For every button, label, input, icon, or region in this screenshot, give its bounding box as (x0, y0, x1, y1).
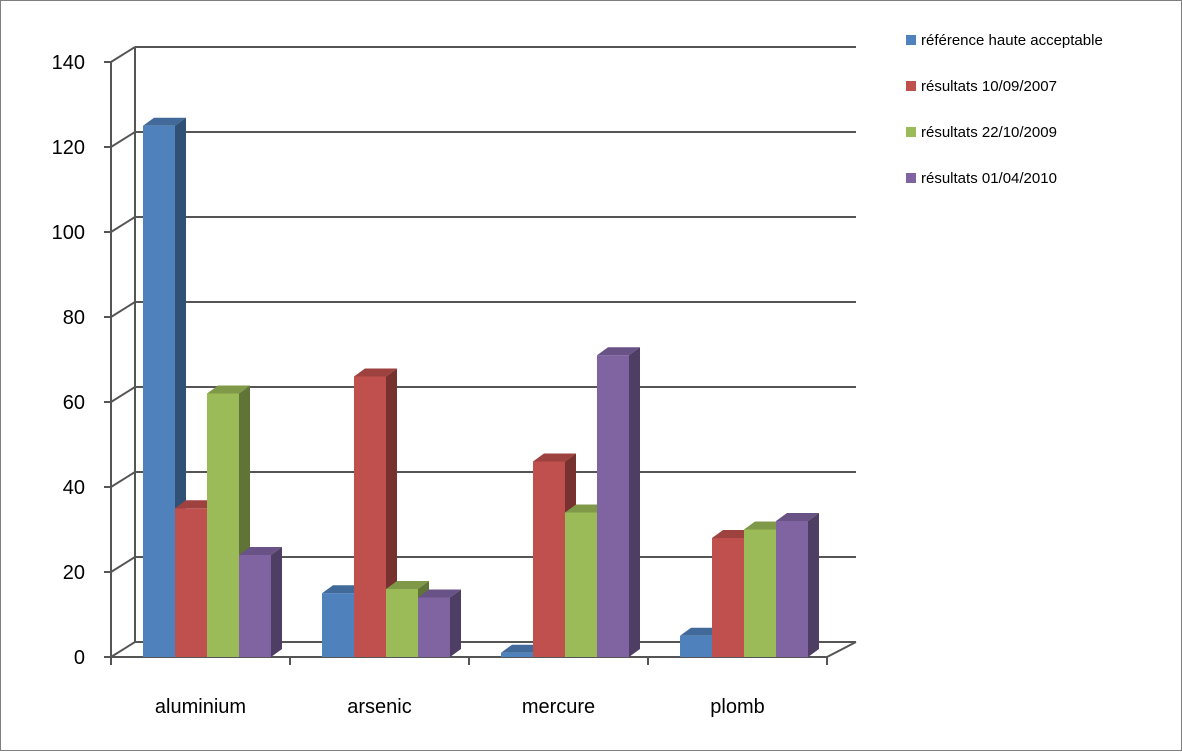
y-tick-label: 80 (63, 307, 85, 329)
bar-mercure-3 (597, 347, 640, 657)
gridlines (104, 46, 857, 658)
gridline-depth (110, 131, 136, 148)
bar-front (680, 635, 712, 657)
bar-top (143, 117, 186, 126)
x-axis-categories: aluminium arsenic mercure plomb (110, 657, 828, 718)
legend-swatch (906, 81, 916, 91)
bar-side (271, 547, 282, 657)
bar-front (207, 393, 239, 657)
y-tick-label: 40 (63, 477, 85, 499)
bar-front (322, 593, 354, 657)
legend-label: résultats 10/09/2007 (921, 78, 1057, 95)
bar-side (450, 589, 461, 657)
bar-top (354, 368, 397, 377)
legend-label: référence haute acceptable (921, 32, 1103, 49)
x-category-label: mercure (522, 696, 595, 718)
legend-swatch (906, 35, 916, 45)
bar-top (776, 513, 819, 521)
x-category-label: arsenic (347, 696, 411, 718)
bar-front (501, 652, 533, 657)
y-tick-label: 100 (52, 222, 85, 244)
bar-top (418, 589, 461, 598)
legend-label: résultats 22/10/2009 (921, 124, 1057, 141)
gridline-depth (110, 216, 136, 233)
bar-front (776, 521, 808, 657)
bar-top (597, 347, 640, 356)
gridline-depth (110, 301, 136, 318)
bar-front (744, 529, 776, 657)
gridline-depth (110, 471, 136, 488)
gridline-depth (110, 386, 136, 403)
bar-top (239, 547, 282, 555)
bar-top (386, 581, 429, 589)
bar-front (418, 597, 450, 657)
bar-front (143, 125, 175, 657)
bar-side (629, 347, 640, 657)
gridline-depth (110, 641, 136, 658)
gridline-depth (110, 46, 136, 63)
x-category-label: aluminium (155, 696, 246, 718)
x-category-label: plomb (710, 696, 764, 718)
bar-front (354, 376, 386, 657)
floor-edge (826, 641, 857, 658)
bar-front (533, 461, 565, 657)
legend-swatch (906, 173, 916, 183)
bar-arsenic-3 (418, 589, 461, 657)
bar-front (565, 512, 597, 657)
bar-side (808, 513, 819, 657)
legend-label: résultats 01/04/2010 (921, 170, 1057, 187)
bar-top (207, 385, 250, 394)
y-tick-label: 20 (63, 562, 85, 584)
bar-front (712, 538, 744, 657)
bar-front (597, 355, 629, 657)
y-tick-label: 120 (52, 137, 85, 159)
bar-arsenic-1 (354, 368, 397, 657)
y-tick-label: 60 (63, 392, 85, 414)
bar-aluminium-3 (239, 547, 282, 657)
bar-front (175, 508, 207, 657)
y-tick-label: 0 (74, 647, 85, 669)
bar-front (239, 555, 271, 657)
bar-front (386, 589, 418, 657)
y-axis-ticks: 0 20 40 60 80 100 120 140 (52, 52, 85, 669)
bars (143, 117, 819, 657)
legend-swatch (906, 127, 916, 137)
bar-plomb-3 (776, 513, 819, 657)
bar-top (533, 453, 576, 462)
y-tick-label: 140 (52, 52, 85, 74)
legend: référence haute acceptable résultats 10/0… (906, 32, 1103, 187)
gridline-depth (110, 556, 136, 573)
bar-aluminium-0 (143, 117, 186, 657)
